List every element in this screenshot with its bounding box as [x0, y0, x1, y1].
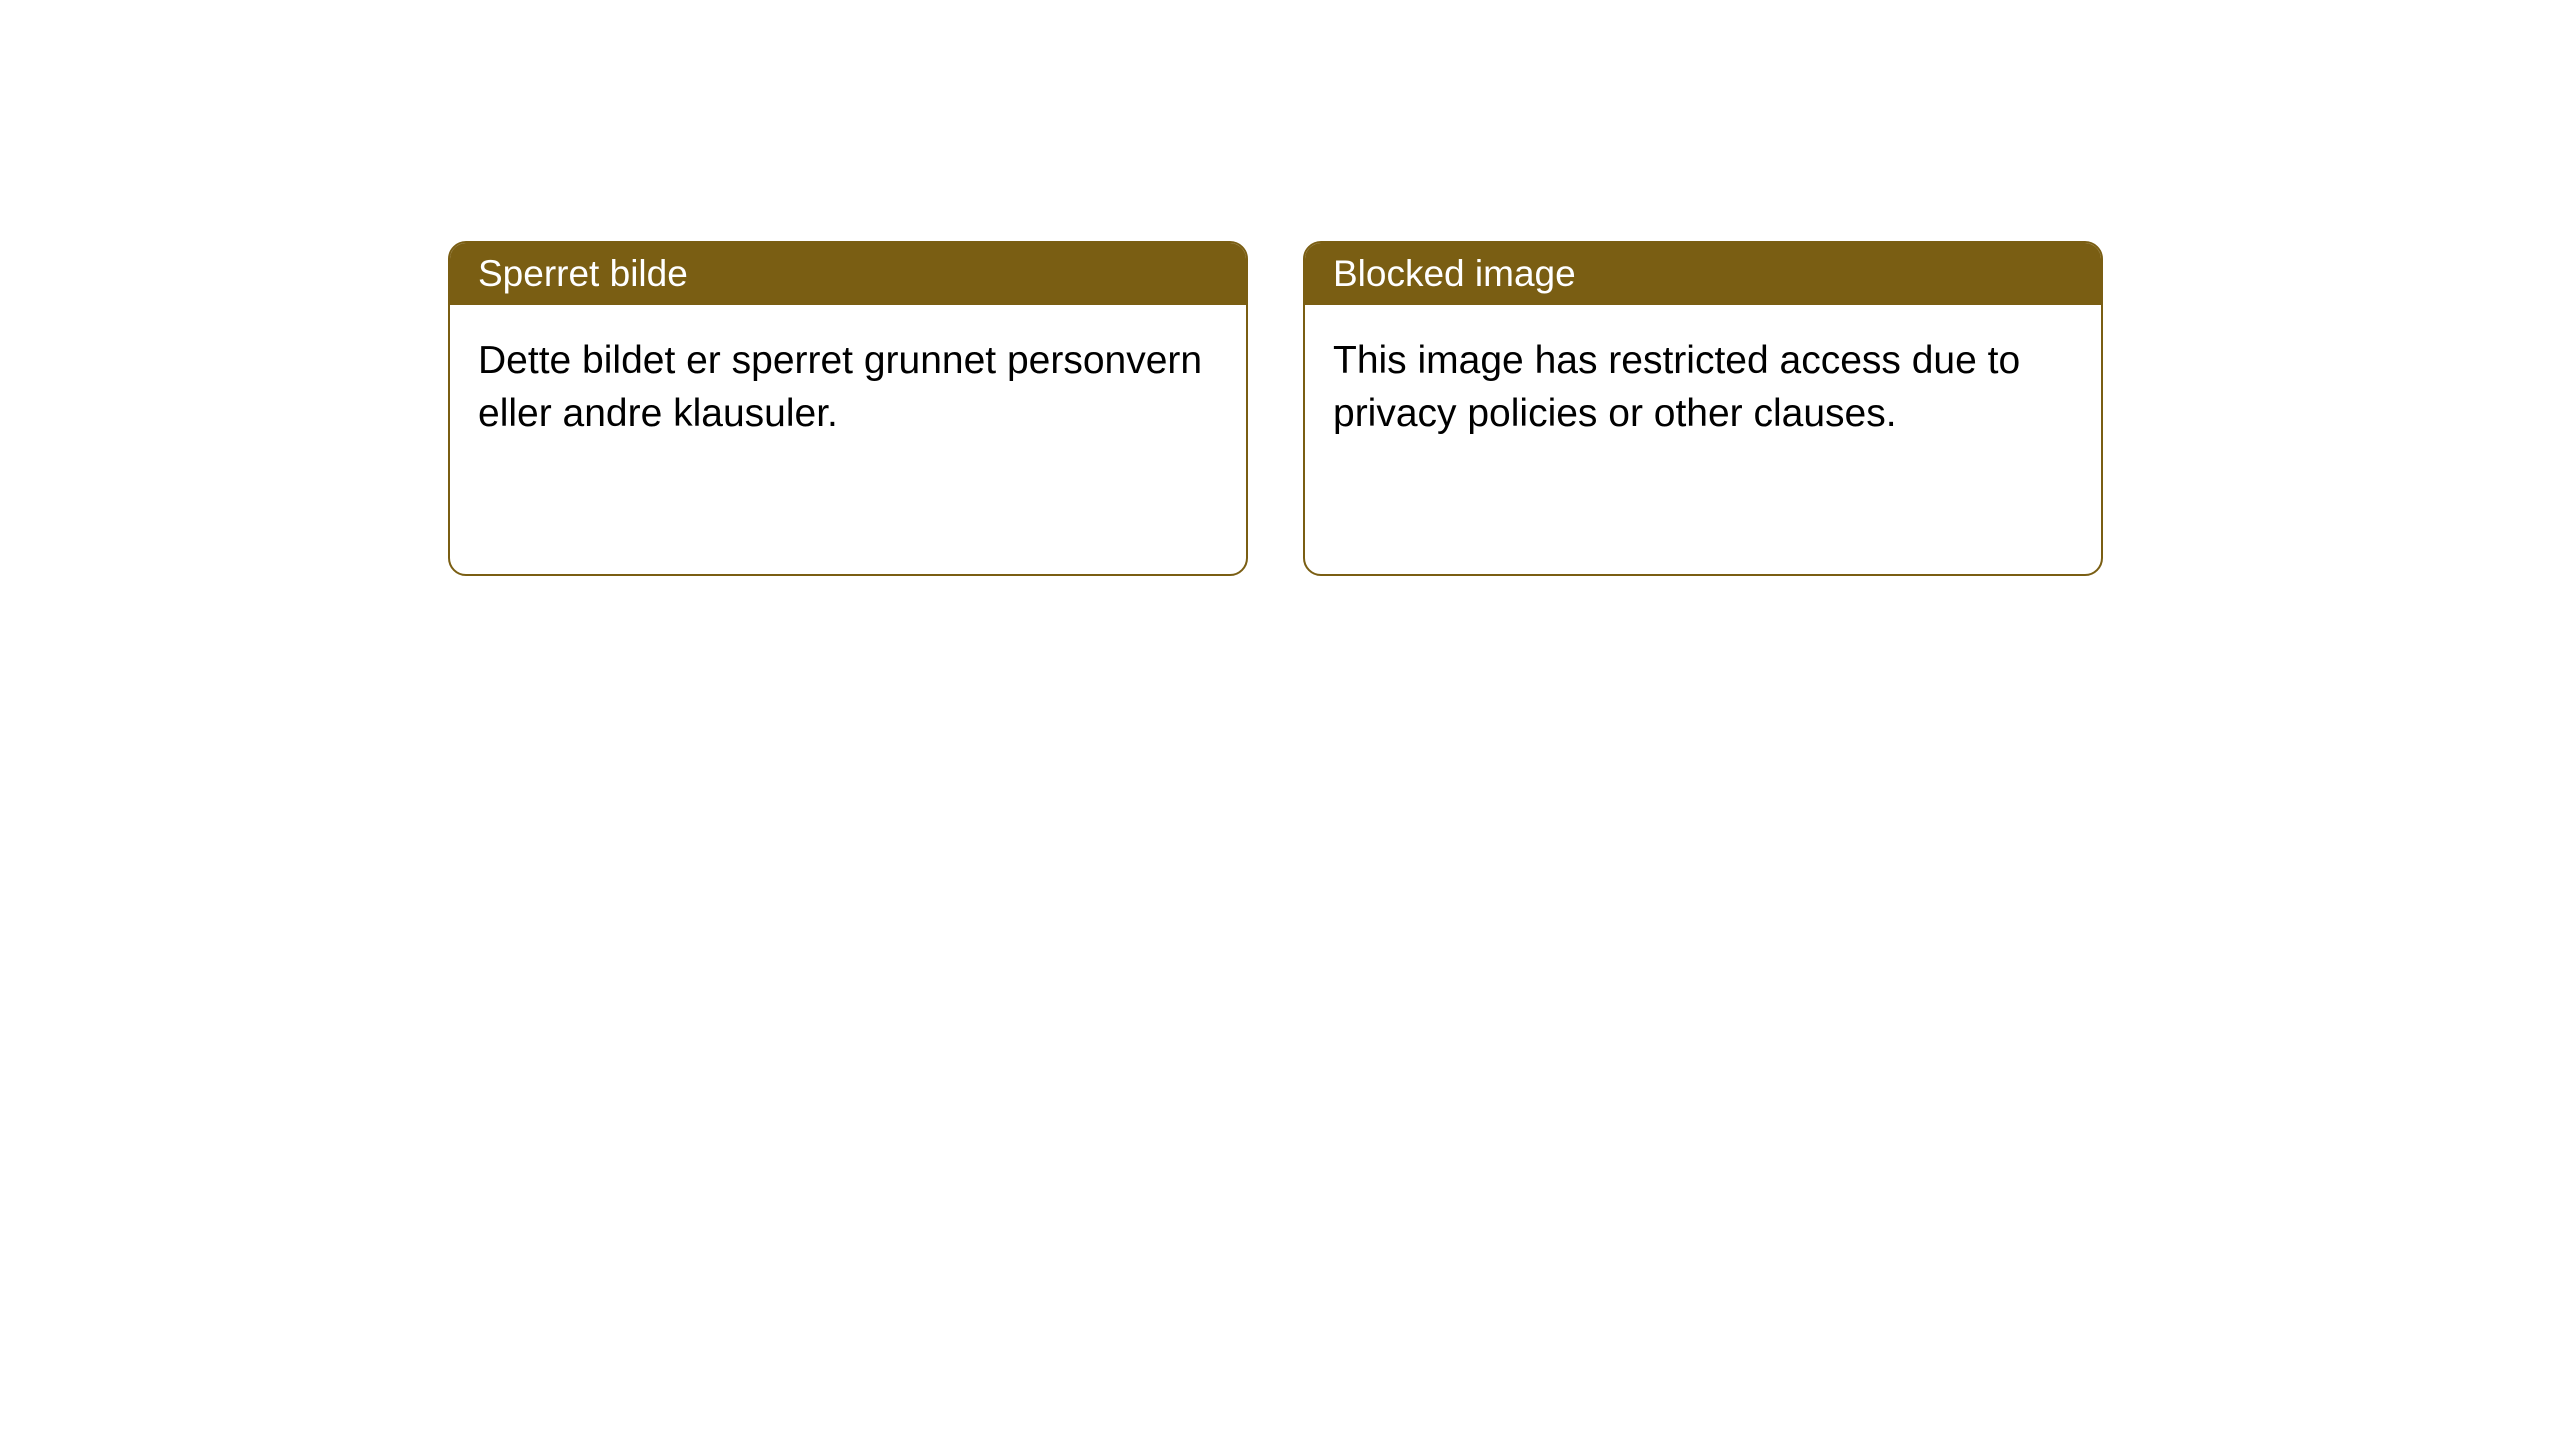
card-title-norwegian: Sperret bilde	[478, 253, 688, 294]
card-title-english: Blocked image	[1333, 253, 1576, 294]
blocked-image-card-norwegian: Sperret bilde Dette bildet er sperret gr…	[448, 241, 1248, 576]
card-header-english: Blocked image	[1305, 243, 2101, 305]
card-body-norwegian: Dette bildet er sperret grunnet personve…	[450, 305, 1246, 470]
card-body-english: This image has restricted access due to …	[1305, 305, 2101, 470]
card-text-norwegian: Dette bildet er sperret grunnet personve…	[478, 339, 1202, 435]
card-header-norwegian: Sperret bilde	[450, 243, 1246, 305]
card-text-english: This image has restricted access due to …	[1333, 339, 2020, 435]
notice-cards-container: Sperret bilde Dette bildet er sperret gr…	[448, 241, 2103, 576]
blocked-image-card-english: Blocked image This image has restricted …	[1303, 241, 2103, 576]
